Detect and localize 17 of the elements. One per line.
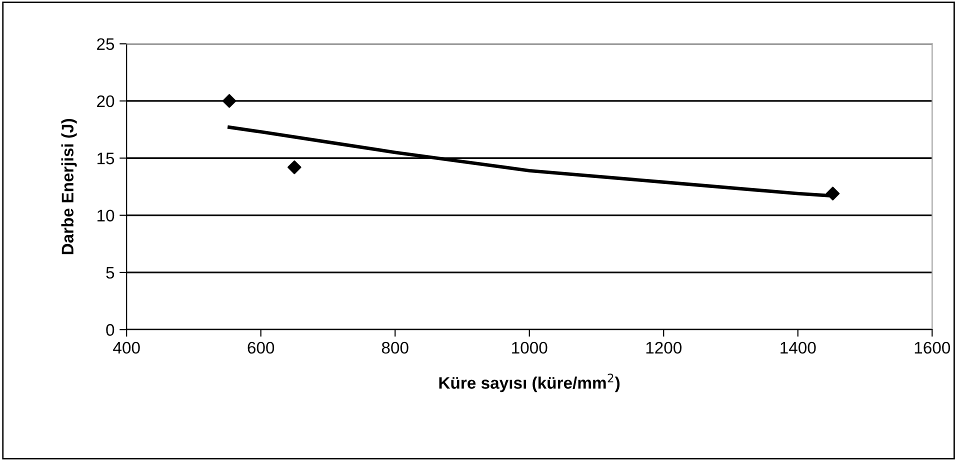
x-tick-label: 600: [248, 342, 274, 354]
y-axis-title: Darbe Enerjisi (J): [61, 118, 77, 254]
y-tick-label: 25: [97, 38, 114, 50]
x-tick-label: 400: [113, 342, 140, 354]
y-tick-label: 5: [106, 267, 114, 279]
point: [288, 160, 302, 174]
point: [222, 94, 236, 108]
x-tick-label: 1000: [512, 342, 548, 354]
y-tick-label: 15: [98, 152, 114, 164]
x-tick-label: 800: [382, 342, 408, 354]
x-tick-label: 1400: [780, 342, 816, 354]
x-tick-label: 1200: [646, 342, 682, 354]
y-tick-label: 20: [97, 95, 114, 108]
x-axis-title: Küre sayısı (küre/mm$^{2}$): [439, 374, 620, 392]
x-tick-label: 1600: [914, 342, 950, 354]
y-tick-label: 10: [98, 210, 114, 222]
y-tick-label: 0: [106, 324, 114, 336]
